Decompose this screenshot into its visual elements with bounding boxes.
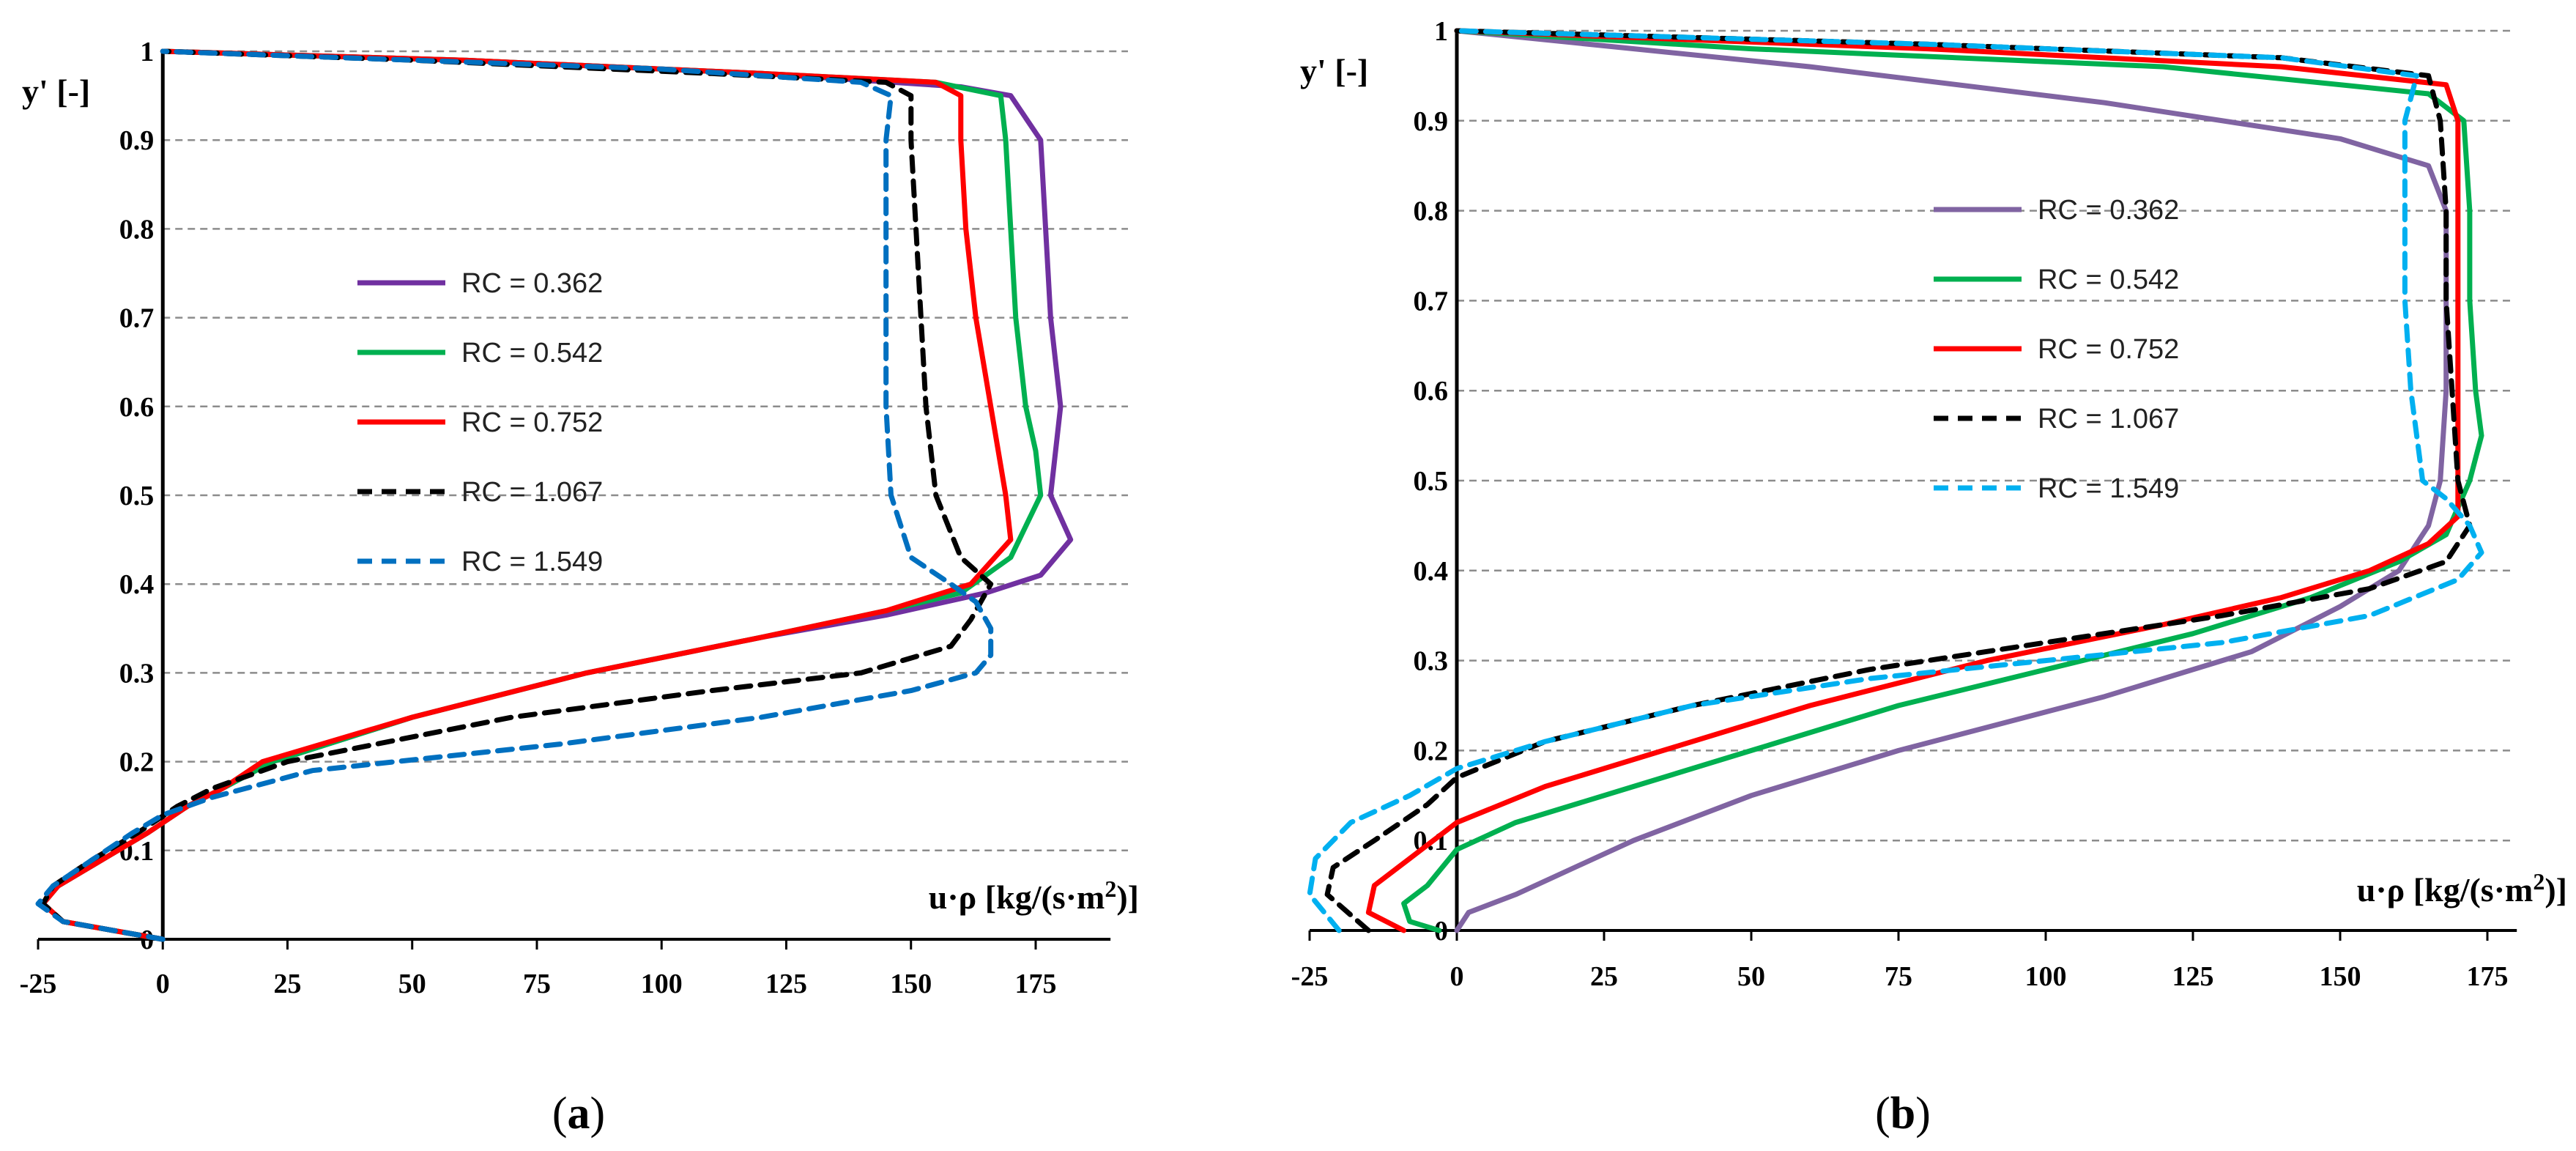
panel-a-x-tick-label-5: 100 — [641, 969, 683, 999]
panel-b-x-tick-label-5: 100 — [2025, 961, 2067, 992]
panel-a-y-tick-label-3: 0.3 — [119, 658, 155, 689]
panel-b-x-tick-label-1: 0 — [1450, 961, 1464, 992]
panel-b-legend-label-4: RC = 1.067 — [2038, 404, 2179, 434]
panel-a-x-tick-label-4: 75 — [523, 969, 551, 999]
panel-b-x-tick-label-8: 175 — [2467, 961, 2509, 992]
panel-b-series-line-5 — [1307, 28, 2484, 933]
panel-b-x-tick-label-0: -25 — [1291, 961, 1329, 992]
panel-a-legend-label-3: RC = 0.752 — [461, 407, 603, 438]
panel-b-x-axis-title: u·ρ [kg/(s·m2)] — [2357, 868, 2567, 908]
panel-a-y-tick-label-8: 0.8 — [119, 214, 155, 245]
panel-b-y-tick-label-2: 0.2 — [1414, 736, 1449, 766]
panel-b-legend-label-5: RC = 1.549 — [2038, 473, 2179, 504]
panel-a-x-tick-label-1: 0 — [156, 969, 170, 999]
panel-a-y-tick-label-4: 0.4 — [119, 569, 155, 600]
panel-a-y-tick-label-9: 0.9 — [119, 125, 155, 156]
panel-a-y-tick-label-7: 0.7 — [119, 303, 155, 334]
panel-a-series-line-5 — [35, 48, 994, 942]
panel-a-y-tick-label-5: 0.5 — [119, 481, 155, 511]
panel-b-y-tick-label-3: 0.3 — [1414, 646, 1449, 677]
panel-a-x-axis-title: u·ρ [kg/(s·m2)] — [929, 876, 1139, 916]
panel-a-chart: -25 0 25 50 75 100 125 150 17500.10.20.30.40.50.… — [20, 37, 1139, 999]
panel-b-y-tick-label-4: 0.4 — [1414, 556, 1449, 587]
panel-b-legend: RC = 0.362 RC = 0.542 RC = 0.752 RC = 1.067… — [1934, 195, 2179, 504]
panel-b-label-letter: b — [1890, 1089, 1915, 1139]
panel-a-legend-label-5: RC = 1.549 — [461, 547, 603, 577]
panel-b-y-tick-label-10: 1 — [1434, 16, 1448, 47]
panel-b-x-tick-label-6: 125 — [2172, 961, 2214, 992]
panel-a-legend-label-1: RC = 0.362 — [461, 268, 603, 299]
panel-a-series-line-3 — [40, 48, 1014, 942]
panel-a-y-axis-title: y' [-] — [22, 73, 90, 110]
panel-a-x-tick-label-3: 50 — [398, 969, 426, 999]
panel-a-y-tick-label-6: 0.6 — [119, 392, 155, 423]
panel-a-x-tick-label-8: 175 — [1015, 969, 1057, 999]
panel-b-series-line-1 — [1454, 28, 2449, 933]
panel-b-x-tick-label-2: 25 — [1590, 961, 1618, 992]
panel-a-y-tick-label-2: 0.2 — [119, 747, 155, 778]
panel-b-y-tick-label-5: 0.5 — [1414, 466, 1449, 497]
panel-b-y-tick-label-9: 0.9 — [1414, 106, 1449, 137]
panel-b-series-line-3 — [1365, 28, 2461, 933]
panel-a-series-line-4 — [40, 48, 994, 942]
panel-a-legend: RC = 0.362 RC = 0.542 RC = 0.752 RC = 1.067… — [357, 268, 603, 577]
panel-b-series-line-4 — [1324, 28, 2473, 933]
panel-b-x-tick-label-7: 150 — [2320, 961, 2361, 992]
panel-b-x-tick-label-3: 50 — [1737, 961, 1765, 992]
panel-b-y-tick-label-6: 0.6 — [1414, 376, 1449, 407]
panel-a-x-tick-label-0: -25 — [20, 969, 57, 999]
panel-a-legend-label-2: RC = 0.542 — [461, 338, 603, 369]
panel-a-label-letter: a — [568, 1089, 590, 1139]
panel-b-legend-label-2: RC = 0.542 — [2038, 264, 2179, 295]
panel-b-legend-label-3: RC = 0.752 — [2038, 334, 2179, 365]
panel-a-y-tick-label-10: 1 — [140, 37, 154, 67]
panel-a-x-tick-label-2: 25 — [274, 969, 302, 999]
panel-a-x-tick-label-6: 125 — [765, 969, 807, 999]
panel-b-y-tick-label-7: 0.7 — [1414, 286, 1449, 317]
panel-a-x-tick-label-7: 150 — [890, 969, 932, 999]
panel-a-y-tick-label-0: 0 — [140, 925, 154, 955]
panel-b-y-axis-title: y' [-] — [1300, 52, 1368, 89]
panel-a-legend-label-4: RC = 1.067 — [461, 477, 603, 508]
panel-b-label: (b) — [1875, 1089, 1931, 1139]
panel-b-legend-label-1: RC = 0.362 — [2038, 195, 2179, 226]
panel-a-label: (a) — [552, 1089, 605, 1139]
panel-b-x-tick-label-4: 75 — [1885, 961, 1912, 992]
panel-b-chart: -25 0 25 50 75 100 125 150 17500.10.20.30.40.50.… — [1291, 16, 2567, 992]
panel-b-y-tick-label-8: 0.8 — [1414, 196, 1449, 227]
